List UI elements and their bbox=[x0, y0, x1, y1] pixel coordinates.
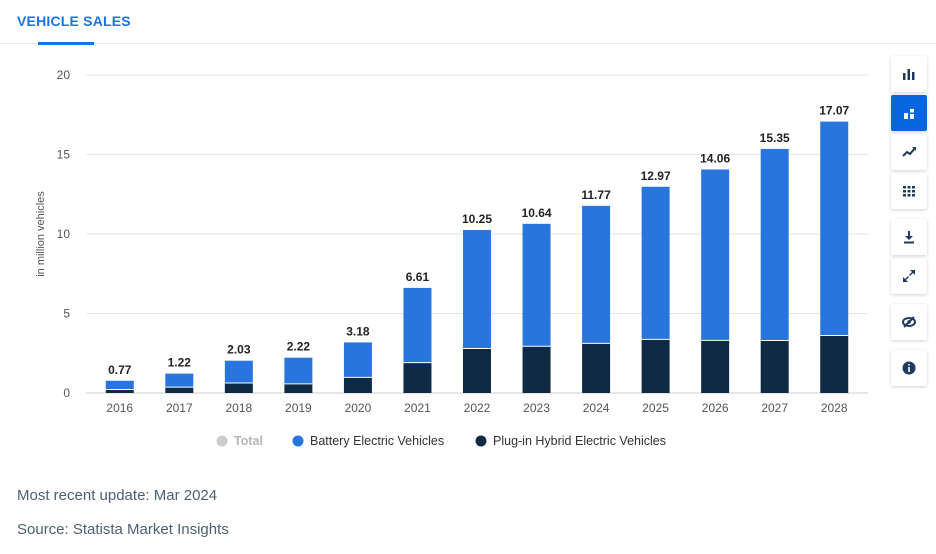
data-label-total: 2.22 bbox=[287, 340, 311, 354]
bar-bev-2020[interactable] bbox=[343, 342, 372, 378]
x-tick-label: 2020 bbox=[345, 401, 372, 415]
bar-phev-2026[interactable] bbox=[701, 340, 730, 393]
info-button[interactable] bbox=[891, 350, 927, 386]
stacked-chart-icon bbox=[904, 109, 914, 119]
tab-vehicle-sales[interactable]: VEHICLE SALES bbox=[17, 13, 131, 29]
bar-phev-2020[interactable] bbox=[343, 377, 372, 393]
bar-bev-2024[interactable] bbox=[582, 205, 611, 344]
data-label-total: 0.77 bbox=[108, 363, 132, 377]
update-note: Most recent update: Mar 2024 bbox=[17, 487, 218, 504]
x-tick-label: 2021 bbox=[404, 401, 431, 415]
bar-bev-2018[interactable] bbox=[224, 360, 253, 383]
bar-phev-2016[interactable] bbox=[105, 389, 134, 393]
data-label-total: 11.77 bbox=[581, 188, 611, 202]
data-label-total: 10.25 bbox=[462, 212, 492, 226]
legend-label-3[interactable]: Plug-in Hybrid Electric Vehicles bbox=[493, 434, 666, 448]
chart-toolbar bbox=[890, 56, 928, 389]
bar-chart-button[interactable] bbox=[891, 56, 927, 92]
bar-phev-2018[interactable] bbox=[224, 382, 253, 393]
bar-phev-2027[interactable] bbox=[760, 340, 789, 393]
download-button[interactable] bbox=[891, 219, 927, 255]
table-view-button[interactable] bbox=[891, 173, 927, 209]
x-tick-label: 2026 bbox=[702, 401, 729, 415]
bar-chart-icon bbox=[903, 69, 915, 80]
x-tick-label: 2016 bbox=[106, 401, 133, 415]
y-tick-label: 0 bbox=[63, 386, 70, 400]
y-tick-label: 10 bbox=[57, 227, 71, 241]
tab-bar: VEHICLE SALES bbox=[0, 0, 936, 45]
fullscreen-icon bbox=[903, 270, 915, 282]
data-label-total: 12.97 bbox=[641, 169, 671, 183]
fullscreen-button[interactable] bbox=[891, 258, 927, 294]
x-tick-label: 2018 bbox=[225, 401, 252, 415]
data-label-total: 17.07 bbox=[819, 104, 849, 118]
trend-line-icon bbox=[902, 147, 916, 157]
x-tick-label: 2024 bbox=[583, 401, 610, 415]
bar-bev-2019[interactable] bbox=[284, 357, 313, 384]
table-view-icon bbox=[903, 186, 915, 197]
bar-bev-2023[interactable] bbox=[522, 223, 551, 347]
stacked-bar-chart: 0 5 10 15 20 in million vehicles 0.77 2016 1.22 2… bbox=[35, 68, 868, 448]
y-axis-label: in million vehicles bbox=[35, 191, 47, 277]
bar-phev-2025[interactable] bbox=[641, 339, 670, 393]
bar-phev-2023[interactable] bbox=[522, 346, 551, 393]
data-label-total: 10.64 bbox=[522, 206, 552, 220]
trend-line-button[interactable] bbox=[891, 134, 927, 170]
info-icon bbox=[902, 361, 916, 375]
legend-marker-1 bbox=[216, 435, 228, 447]
bar-phev-2022[interactable] bbox=[463, 348, 491, 393]
data-label-total: 14.06 bbox=[700, 151, 730, 165]
x-tick-label: 2022 bbox=[464, 401, 491, 415]
bar-phev-2028[interactable] bbox=[820, 335, 849, 393]
legend-marker-2 bbox=[292, 435, 304, 447]
stacked-chart-button[interactable] bbox=[891, 95, 927, 131]
x-tick-label: 2017 bbox=[166, 401, 193, 415]
legend-marker-3 bbox=[475, 435, 487, 447]
data-label-total: 15.35 bbox=[760, 131, 790, 145]
bar-bev-2026[interactable] bbox=[701, 169, 730, 341]
y-tick-label: 20 bbox=[57, 68, 71, 82]
hide-button[interactable] bbox=[891, 304, 927, 340]
x-tick-label: 2028 bbox=[821, 401, 848, 415]
legend-label-2[interactable]: Battery Electric Vehicles bbox=[310, 434, 444, 448]
hide-icon bbox=[902, 316, 916, 328]
active-tab-indicator bbox=[38, 42, 94, 45]
bar-bev-2022[interactable] bbox=[463, 230, 491, 349]
y-tick-label: 15 bbox=[57, 148, 71, 162]
data-label-total: 3.18 bbox=[346, 324, 370, 338]
bar-phev-2017[interactable] bbox=[165, 387, 194, 393]
bar-phev-2024[interactable] bbox=[582, 343, 611, 393]
x-tick-label: 2023 bbox=[523, 401, 550, 415]
bar-bev-2016[interactable] bbox=[105, 380, 134, 390]
bar-bev-2017[interactable] bbox=[165, 373, 194, 388]
y-tick-label: 5 bbox=[63, 307, 70, 321]
bar-bev-2021[interactable] bbox=[403, 287, 432, 363]
bar-phev-2019[interactable] bbox=[284, 383, 313, 393]
legend-label-1[interactable]: Total bbox=[234, 434, 263, 448]
bar-phev-2021[interactable] bbox=[403, 362, 432, 393]
x-tick-label: 2019 bbox=[285, 401, 312, 415]
bar-bev-2027[interactable] bbox=[760, 148, 789, 341]
data-label-total: 6.61 bbox=[406, 270, 430, 284]
x-tick-label: 2027 bbox=[761, 401, 788, 415]
data-label-total: 1.22 bbox=[168, 356, 192, 370]
bar-bev-2028[interactable] bbox=[820, 121, 849, 336]
bar-bev-2025[interactable] bbox=[641, 186, 670, 340]
data-label-total: 2.03 bbox=[227, 343, 251, 357]
x-tick-label: 2025 bbox=[642, 401, 669, 415]
source-note: Source: Statista Market Insights bbox=[17, 521, 229, 538]
download-icon bbox=[904, 231, 914, 244]
